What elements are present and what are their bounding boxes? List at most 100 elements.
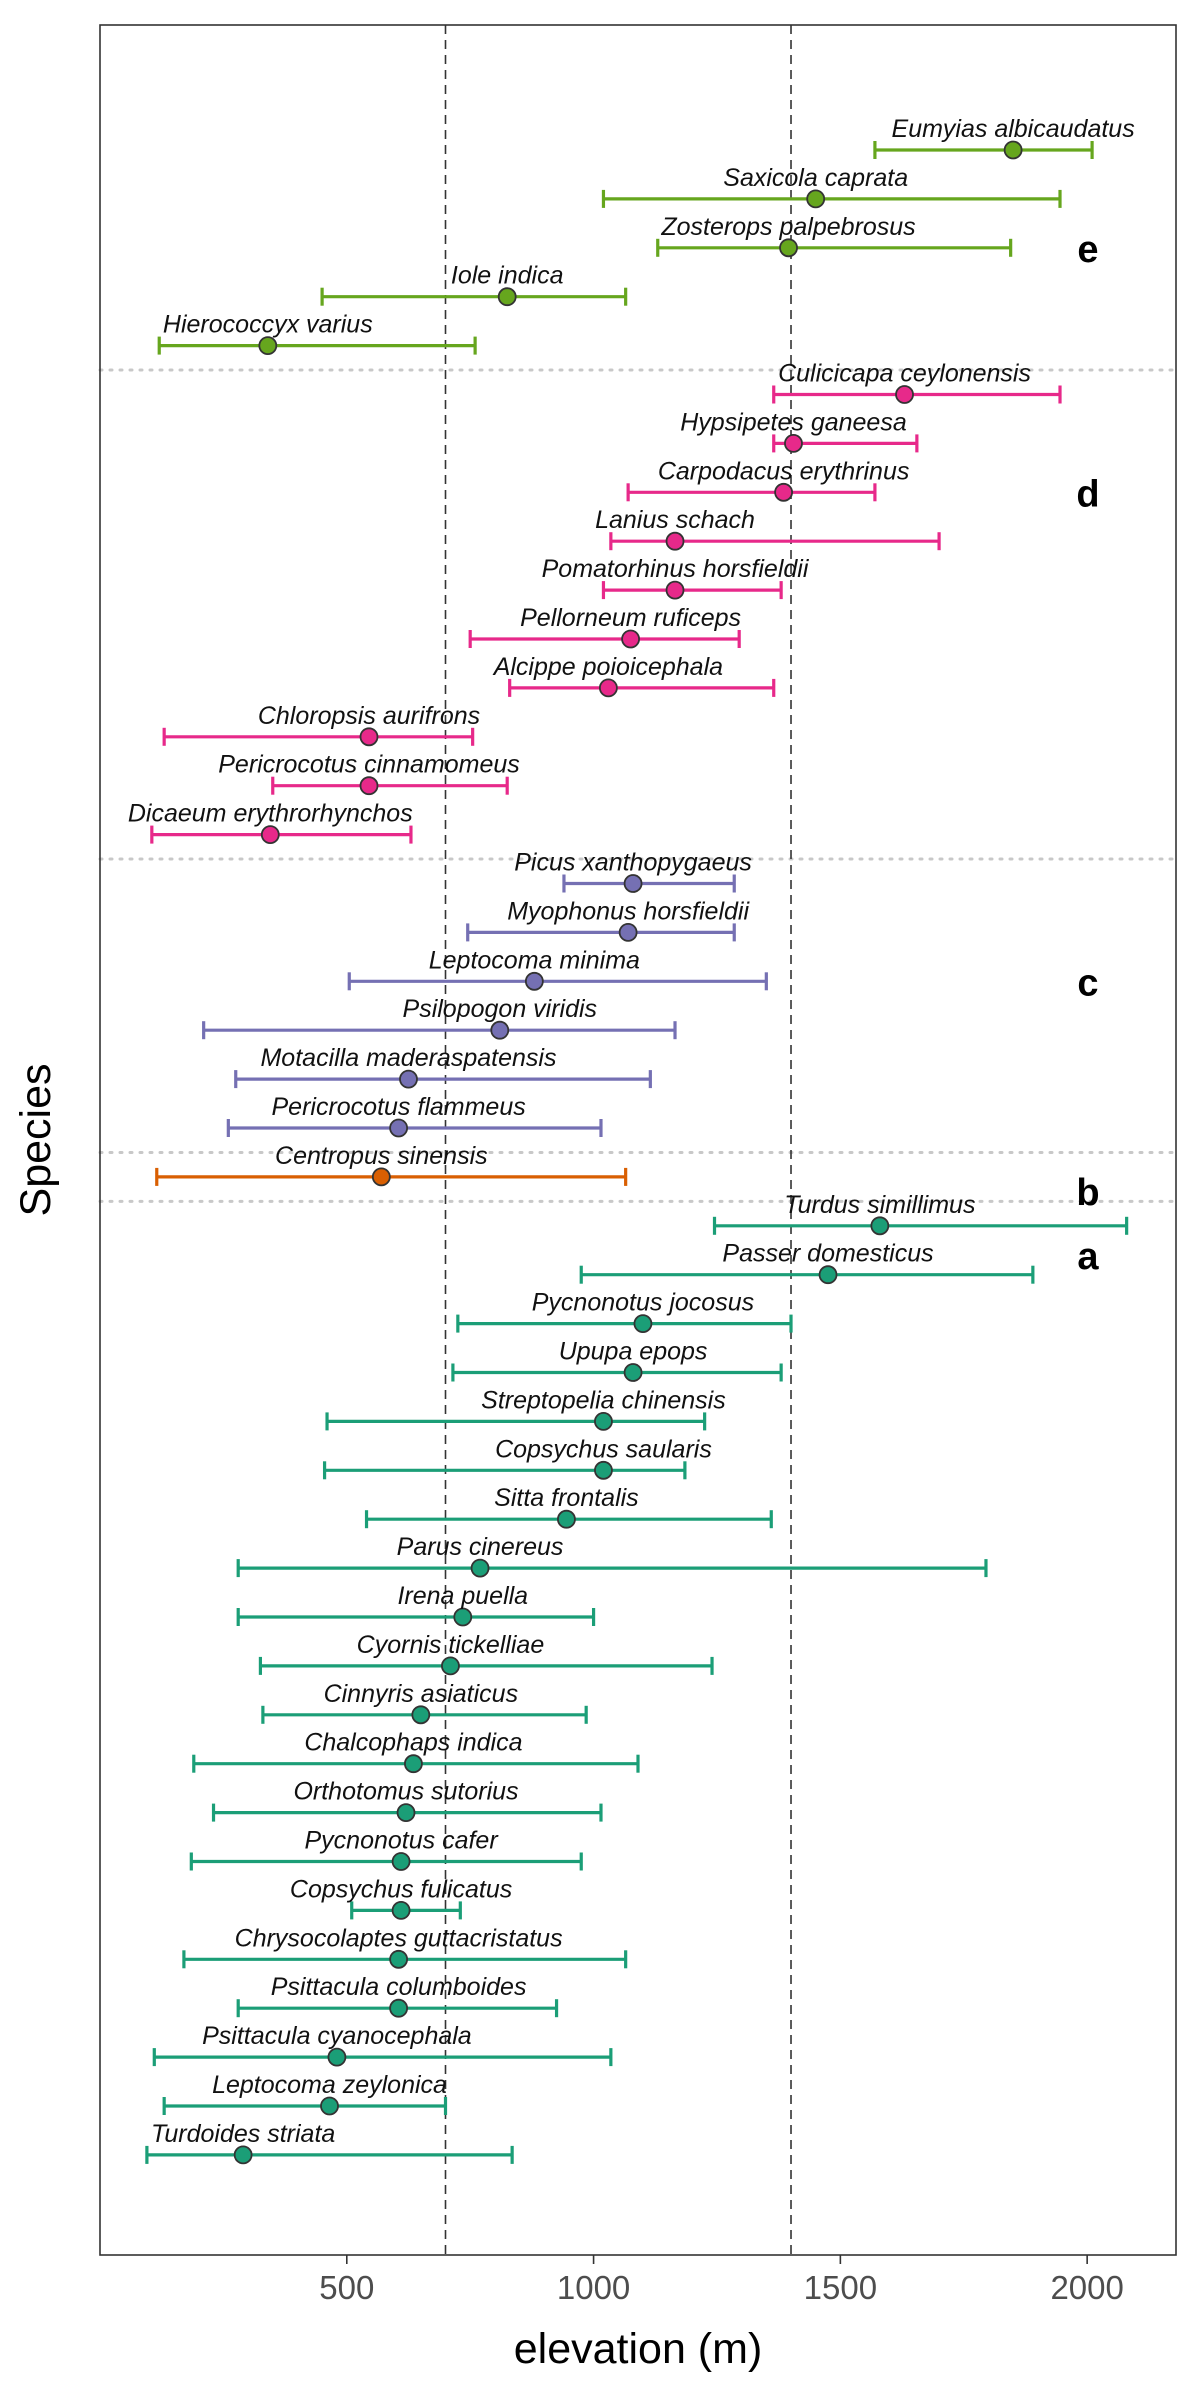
species-label-psilopogon-viridis: Psilopogon viridis (403, 995, 598, 1023)
mean-point-chalcophaps-indica (404, 1754, 423, 1774)
species-label-hypsipetes-ganeesa: Hypsipetes ganeesa (680, 408, 907, 436)
mean-point-leptocoma-zeylonica (320, 2096, 339, 2116)
species-label-copsychus-fulicatus: Copsychus fulicatus (290, 1875, 512, 1903)
mean-point-leptocoma-minima (524, 971, 544, 991)
species-label-myophonus-horsfieldii: Myophonus horsfieldii (507, 897, 750, 925)
species-label-saxicola-caprata: Saxicola caprata (723, 164, 908, 192)
mean-point-passer-domesticus (818, 1265, 838, 1285)
group-label-a: a (1077, 1236, 1099, 1278)
mean-point-alcippe-poioicephala (598, 678, 618, 698)
species-label-cinnyris-asiaticus: Cinnyris asiaticus (324, 1680, 519, 1708)
mean-point-centropus-sinensis (371, 1167, 391, 1187)
mean-point-pericrocotus-flammeus (389, 1118, 409, 1138)
y-axis-title: Species (12, 1064, 60, 1217)
mean-point-psittacula-cyanocephala (327, 2047, 347, 2067)
group-label-b: b (1076, 1172, 1099, 1214)
species-label-pomatorhinus-horsfieldii: Pomatorhinus horsfieldii (542, 555, 810, 583)
mean-point-motacilla-maderaspatensis (399, 1069, 418, 1089)
species-label-chloropsis-aurifrons: Chloropsis aurifrons (258, 702, 480, 730)
mean-point-chrysocolaptes-guttacristatus (389, 1949, 409, 1969)
mean-point-orthotomus-sutorius (396, 1803, 416, 1822)
group-separators (98, 368, 1178, 1203)
mean-point-dicaeum-erythrorhynchos (260, 825, 280, 844)
species-label-chrysocolaptes-guttacristatus: Chrysocolaptes guttacristatus (235, 1924, 563, 1952)
x-tick-label-1500: 1500 (804, 2269, 877, 2306)
mean-point-psilopogon-viridis (490, 1020, 510, 1040)
species-label-irena-puella: Irena puella (397, 1582, 528, 1610)
mean-point-hierococcyx-varius (258, 336, 278, 356)
mean-point-chloropsis-aurifrons (359, 727, 379, 747)
species-label-hierococcyx-varius: Hierococcyx varius (163, 311, 373, 339)
mean-point-pycnonotus-cafer (391, 1852, 411, 1871)
mean-point-zosterops-palpebrosus (779, 238, 798, 258)
species-label-psittacula-columboides: Psittacula columboides (271, 1973, 527, 2001)
mean-point-irena-puella (453, 1607, 473, 1627)
mean-point-upupa-epops (623, 1363, 643, 1382)
species-label-culicicapa-ceylonensis: Culicicapa ceylonensis (778, 360, 1031, 388)
group-labels: e d c ba (1076, 229, 1099, 1278)
species-label-psittacula-cyanocephala: Psittacula cyanocephala (202, 2022, 472, 2050)
species-label-centropus-sinensis: Centropus sinensis (275, 1142, 488, 1170)
species-label-turdus-simillimus: Turdus simillimus (784, 1191, 975, 1219)
mean-point-streptopelia-chinensis (594, 1412, 613, 1431)
mean-point-carpodacus-erythrinus (774, 482, 794, 502)
mean-point-picus-xanthopygaeus (623, 874, 643, 893)
species-label-streptopelia-chinensis: Streptopelia chinensis (481, 1386, 726, 1414)
species-label-alcippe-poioicephala: Alcippe poioicephala (492, 653, 723, 681)
species-label-parus-cinereus: Parus cinereus (397, 1533, 564, 1561)
mean-point-myophonus-horsfieldii (618, 923, 638, 942)
species-label-pycnonotus-jocosus: Pycnonotus jocosus (532, 1289, 754, 1317)
mean-point-copsychus-saularis (594, 1460, 613, 1480)
panel-background (100, 25, 1176, 2255)
group-label-e: e (1077, 229, 1098, 271)
species-label-chalcophaps-indica: Chalcophaps indica (304, 1729, 522, 1757)
mean-point-iole-indica (497, 287, 517, 307)
species-label-eumyias-albicaudatus: Eumyias albicaudatus (892, 115, 1135, 143)
species-label-pericrocotus-flammeus: Pericrocotus flammeus (271, 1093, 525, 1121)
mean-point-culicicapa-ceylonensis (895, 385, 914, 404)
mean-point-turdoides-striata (233, 2145, 253, 2165)
mean-point-parus-cinereus (470, 1558, 490, 1578)
mean-point-cyornis-tickelliae (441, 1656, 460, 1676)
x-tick-label-2000: 2000 (1050, 2269, 1123, 2306)
species-label-dicaeum-erythrorhynchos: Dicaeum erythrorhynchos (128, 800, 413, 828)
mean-point-turdus-simillimus (870, 1216, 890, 1236)
species-labels: Eumyias albicaudatus Saxicola caprata Zost… (128, 115, 1135, 2148)
species-label-passer-domesticus: Passer domesticus (722, 1240, 933, 1268)
mean-point-lanius-schach (665, 531, 685, 551)
species-label-copsychus-saularis: Copsychus saularis (495, 1435, 712, 1463)
x-axis-title: elevation (m) (514, 2325, 763, 2373)
species-label-sitta-frontalis: Sitta frontalis (494, 1484, 639, 1512)
species-label-carpodacus-erythrinus: Carpodacus erythrinus (658, 457, 910, 485)
species-label-pericrocotus-cinnamomeus: Pericrocotus cinnamomeus (218, 751, 520, 779)
mean-point-copsychus-fulicatus (391, 1901, 411, 1920)
species-label-orthotomus-sutorius: Orthotomus sutorius (293, 1778, 518, 1806)
mean-point-pericrocotus-cinnamomeus (359, 776, 379, 796)
species-label-picus-xanthopygaeus: Picus xanthopygaeus (514, 849, 752, 877)
mean-points (233, 140, 1023, 2165)
species-label-zosterops-palpebrosus: Zosterops palpebrosus (660, 213, 915, 241)
mean-point-pycnonotus-jocosus (633, 1314, 653, 1333)
x-axis: 500 1000 1500 2000 (319, 2255, 1124, 2306)
mean-point-sitta-frontalis (557, 1509, 576, 1529)
group-label-d: d (1076, 473, 1099, 515)
species-label-lanius-schach: Lanius schach (595, 506, 755, 534)
species-label-turdoides-striata: Turdoides striata (151, 2120, 335, 2148)
species-label-upupa-epops: Upupa epops (559, 1338, 708, 1366)
species-label-leptocoma-zeylonica: Leptocoma zeylonica (212, 2071, 447, 2099)
mean-point-eumyias-albicaudatus (1003, 140, 1023, 160)
species-label-leptocoma-minima: Leptocoma minima (429, 946, 640, 974)
species-label-cyornis-tickelliae: Cyornis tickelliae (357, 1631, 545, 1659)
species-label-pellorneum-ruficeps: Pellorneum ruficeps (520, 604, 741, 632)
x-tick-label-500: 500 (319, 2269, 374, 2306)
species-label-pycnonotus-cafer: Pycnonotus cafer (304, 1827, 499, 1855)
x-tick-label-1000: 1000 (557, 2269, 630, 2306)
group-label-c: c (1077, 962, 1098, 1004)
species-label-motacilla-maderaspatensis: Motacilla maderaspatensis (260, 1044, 556, 1072)
panel-border (99, 24, 1177, 2256)
mean-point-cinnyris-asiaticus (411, 1705, 431, 1725)
mean-point-saxicola-caprata (806, 189, 826, 209)
mean-point-hypsipetes-ganeesa (784, 433, 803, 453)
species-label-iole-indica: Iole indica (451, 262, 564, 290)
